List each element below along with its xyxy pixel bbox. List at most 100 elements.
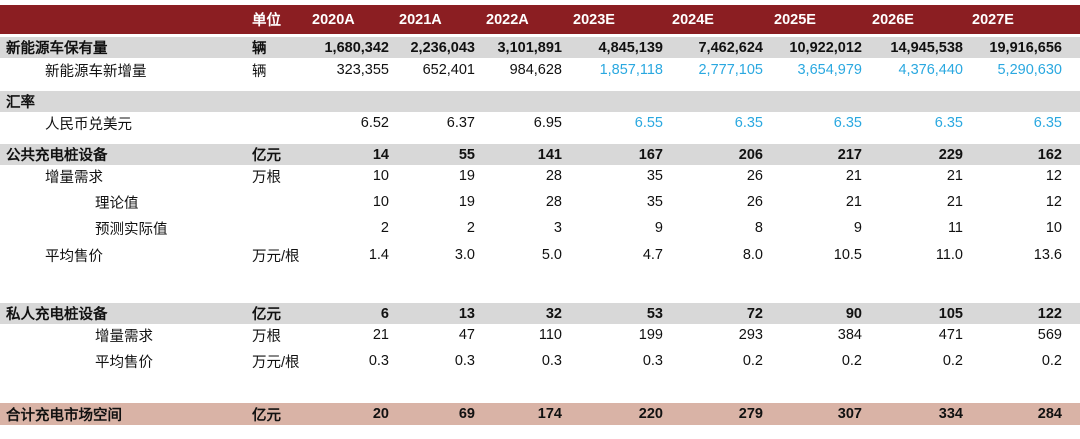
value-cell: 0.3 <box>642 353 663 369</box>
header-year: 2025E <box>774 11 816 28</box>
table-row-public-theory: 理论值 10 19 28 35 26 21 21 12 <box>0 191 1080 213</box>
value-cell: 9 <box>853 220 862 236</box>
value-cell: 6.95 <box>533 115 562 131</box>
value-cell: 2,236,043 <box>410 39 475 56</box>
value-cell: 21 <box>845 168 862 184</box>
row-label: 公共充电桩设备 <box>6 148 108 164</box>
value-cell: 14,945,538 <box>890 39 963 56</box>
header-year: 2026E <box>872 11 914 28</box>
row-label: 人民币兑美元 <box>45 116 132 133</box>
row-label: 平均售价 <box>45 248 103 265</box>
value-cell: 10 <box>372 168 389 184</box>
value-cell: 6.37 <box>446 115 475 131</box>
value-cell: 4.7 <box>642 247 663 263</box>
estimate-value-cell: 2,777,105 <box>698 62 763 78</box>
value-cell: 0.2 <box>1041 353 1062 369</box>
table-row-total: 合计充电市场空间 亿元 20 69 174 220 279 307 334 28… <box>0 403 1080 425</box>
value-cell: 141 <box>537 146 562 163</box>
table-row-private: 私人充电桩设备 亿元 6 13 32 53 72 90 105 122 <box>0 303 1080 324</box>
table-row-public-forecast: 预测实际值 2 2 3 9 8 9 11 10 <box>0 217 1080 239</box>
value-cell: 569 <box>1037 327 1062 343</box>
value-cell: 0.2 <box>742 353 763 369</box>
value-cell: 167 <box>638 146 663 163</box>
estimate-value-cell: 5,290,630 <box>997 62 1062 78</box>
estimate-value-cell: 6.35 <box>1033 115 1062 131</box>
value-cell: 90 <box>845 305 862 322</box>
value-cell: 2 <box>466 220 475 236</box>
value-cell: 652,401 <box>422 62 475 78</box>
value-cell: 53 <box>646 305 663 322</box>
value-cell: 26 <box>746 194 763 210</box>
row-unit: 亿元 <box>252 407 281 424</box>
row-unit: 辆 <box>252 41 267 57</box>
value-cell: 11.0 <box>935 247 963 263</box>
value-cell: 279 <box>738 406 763 422</box>
value-cell: 1.4 <box>368 247 389 263</box>
estimate-value-cell: 3,654,979 <box>797 62 862 78</box>
value-cell: 3,101,891 <box>497 39 562 56</box>
table-row-fx-rate: 人民币兑美元 6.52 6.37 6.95 6.55 6.35 6.35 6.3… <box>0 113 1080 133</box>
value-cell: 21 <box>372 327 389 343</box>
value-cell: 55 <box>458 146 475 163</box>
value-cell: 1,680,342 <box>324 39 389 56</box>
value-cell: 11 <box>947 220 963 236</box>
value-cell: 4,845,139 <box>598 39 663 56</box>
value-cell: 10 <box>372 194 389 210</box>
value-cell: 3.0 <box>454 247 475 263</box>
value-cell: 2 <box>380 220 389 236</box>
value-cell: 21 <box>946 194 963 210</box>
value-cell: 206 <box>738 146 763 163</box>
row-label: 预测实际值 <box>95 221 168 238</box>
value-cell: 13.6 <box>1033 247 1062 263</box>
value-cell: 323,355 <box>336 62 389 78</box>
table-row-fx-section: 汇率 <box>0 91 1080 112</box>
value-cell: 47 <box>458 327 475 343</box>
table-row-public-price: 平均售价 万元/根 1.4 3.0 5.0 4.7 8.0 10.5 11.0 … <box>0 244 1080 266</box>
value-cell: 0.3 <box>541 353 562 369</box>
value-cell: 26 <box>746 168 763 184</box>
value-cell: 0.3 <box>454 353 475 369</box>
value-cell: 32 <box>545 305 562 322</box>
value-cell: 0.2 <box>942 353 963 369</box>
header-year: 2027E <box>972 11 1014 28</box>
header-year: 2023E <box>573 11 615 28</box>
row-unit: 万根 <box>252 169 281 186</box>
table-row-public-demand: 增量需求 万根 10 19 28 35 26 21 21 12 <box>0 165 1080 187</box>
value-cell: 384 <box>837 327 862 343</box>
section-label: 汇率 <box>6 95 35 111</box>
value-cell: 13 <box>458 305 475 322</box>
row-unit: 万元/根 <box>252 354 300 371</box>
value-cell: 162 <box>1037 146 1062 163</box>
value-cell: 10.5 <box>833 247 862 263</box>
value-cell: 229 <box>938 146 963 163</box>
row-label: 理论值 <box>95 195 139 212</box>
table-row-private-demand: 增量需求 万根 21 47 110 199 293 384 471 569 <box>0 324 1080 346</box>
estimate-value-cell: 1,857,118 <box>599 62 663 78</box>
table-row-nev-new: 新能源车新增量 辆 323,355 652,401 984,628 1,857,… <box>0 60 1080 80</box>
header-year: 2021A <box>399 11 442 28</box>
value-cell: 72 <box>746 305 763 322</box>
row-unit: 亿元 <box>252 148 281 164</box>
row-label: 平均售价 <box>95 354 153 371</box>
table-row-public: 公共充电桩设备 亿元 14 55 141 167 206 217 229 162 <box>0 144 1080 165</box>
value-cell: 174 <box>537 406 562 422</box>
value-cell: 21 <box>946 168 963 184</box>
value-cell: 293 <box>738 327 763 343</box>
value-cell: 20 <box>372 406 389 422</box>
value-cell: 471 <box>938 327 963 343</box>
value-cell: 28 <box>545 194 562 210</box>
estimate-value-cell: 6.55 <box>634 115 663 131</box>
value-cell: 6 <box>380 305 389 322</box>
estimate-value-cell: 4,376,440 <box>898 62 963 78</box>
value-cell: 21 <box>845 194 862 210</box>
row-unit: 亿元 <box>252 307 281 323</box>
estimate-value-cell: 6.35 <box>934 115 963 131</box>
row-unit: 万元/根 <box>252 248 300 265</box>
value-cell: 35 <box>646 194 663 210</box>
value-cell: 19 <box>458 168 475 184</box>
table-row-private-price: 平均售价 万元/根 0.3 0.3 0.3 0.3 0.2 0.2 0.2 0.… <box>0 350 1080 372</box>
value-cell: 0.2 <box>841 353 862 369</box>
row-label: 合计充电市场空间 <box>6 407 122 424</box>
value-cell: 3 <box>553 220 562 236</box>
